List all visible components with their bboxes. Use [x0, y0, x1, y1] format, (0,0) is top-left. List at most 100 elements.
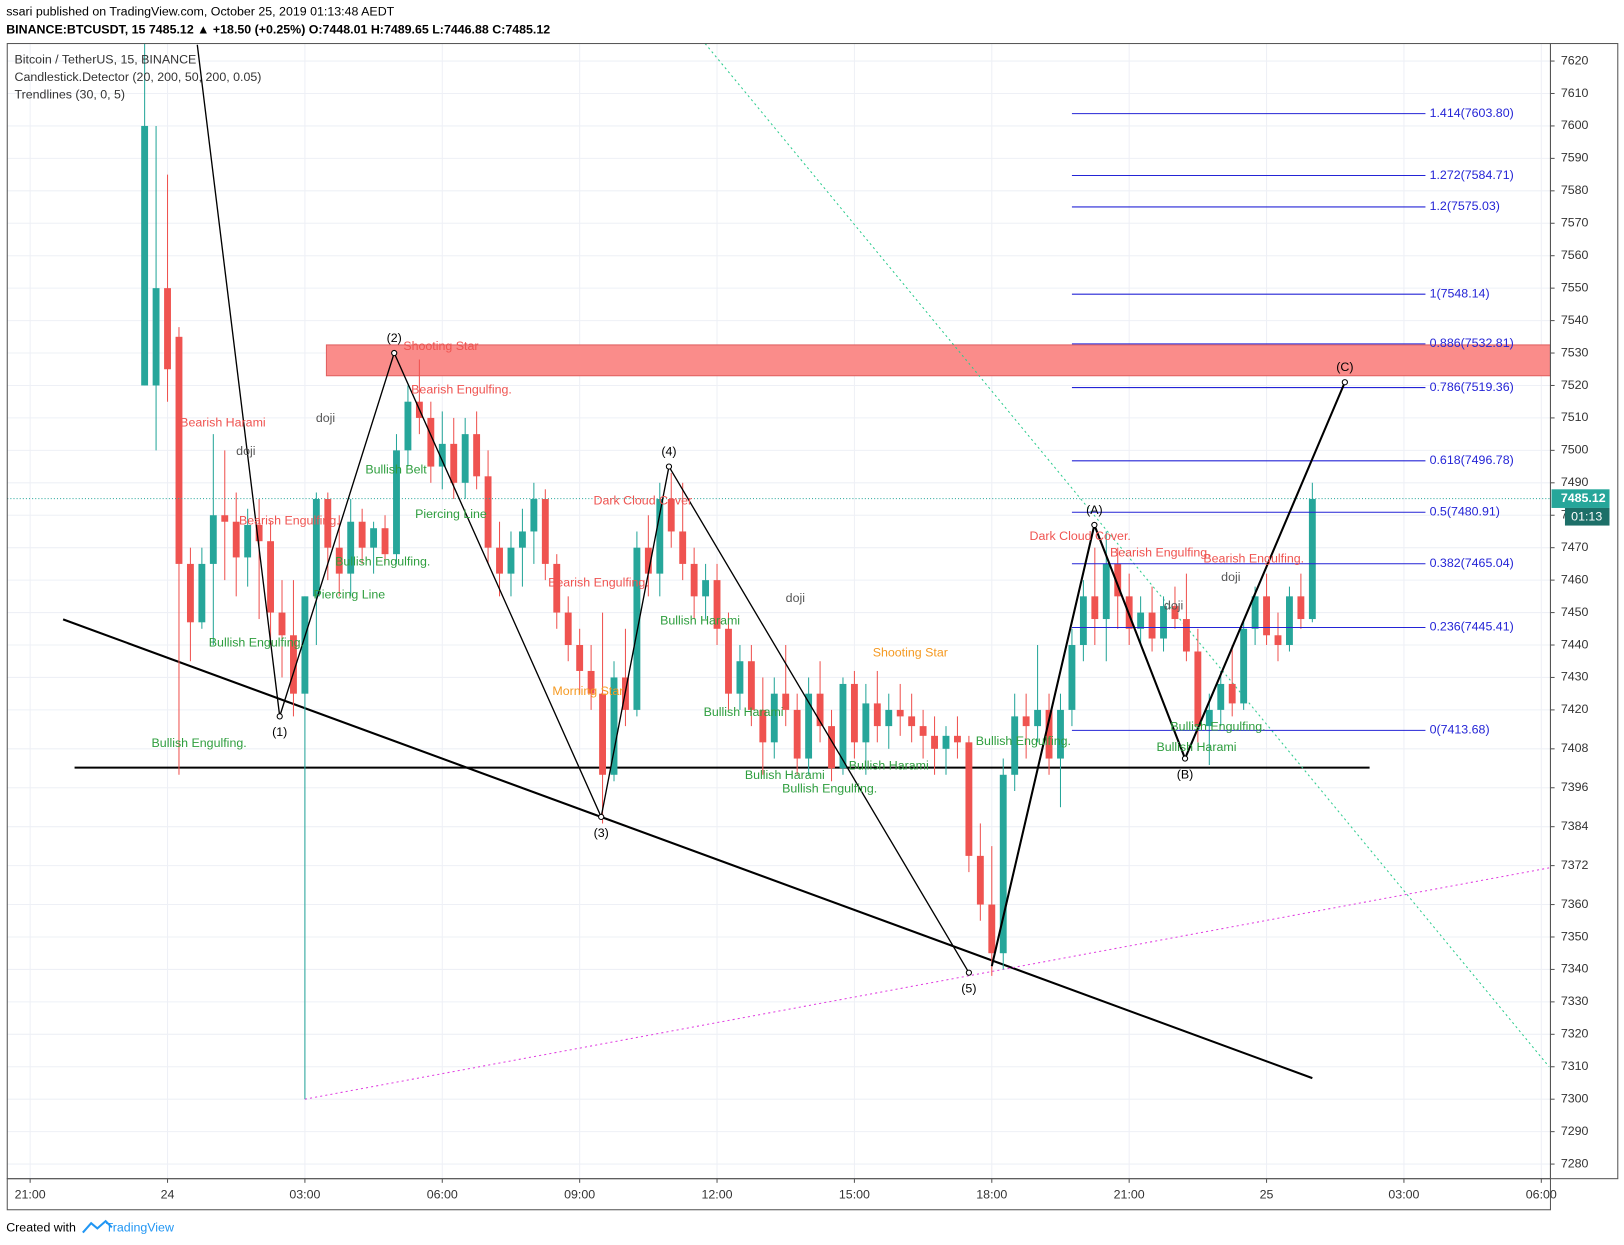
candle-body [370, 528, 378, 548]
candle-body [1079, 596, 1087, 646]
wave-line [196, 44, 970, 974]
candle-body [1045, 709, 1053, 759]
wave-point [598, 813, 605, 821]
candle-body [1114, 563, 1122, 597]
candle-body [186, 563, 194, 623]
x-tick-label: 24 [161, 1188, 175, 1202]
candle-body [587, 670, 595, 694]
trendline [304, 867, 1550, 1100]
candle-body [1274, 635, 1282, 646]
pattern-label: doji [786, 591, 805, 605]
candle-body [1194, 651, 1202, 727]
y-tick-label: 7570 [1561, 216, 1589, 230]
candle-body [690, 563, 698, 597]
countdown-label: 01:13 [1571, 510, 1602, 524]
pattern-label: Morning Star [552, 684, 623, 698]
pattern-label: doji [1221, 570, 1240, 584]
y-tick-label: 7280 [1561, 1156, 1589, 1170]
footer-brand: TradingView [106, 1221, 174, 1235]
wave-label: (1) [272, 725, 287, 739]
y-tick-label: 7310 [1561, 1059, 1589, 1073]
y-tick-label: 7350 [1561, 929, 1589, 943]
candle-body [1148, 612, 1156, 639]
y-tick-label: 7590 [1561, 151, 1589, 165]
pattern-label: Bearish Engulfing. [1203, 552, 1304, 566]
candle-body [873, 703, 881, 727]
y-tick-label: 7320 [1561, 1027, 1589, 1041]
wave-label: (5) [961, 982, 976, 996]
candle-body [496, 547, 503, 574]
pattern-label: Bearish Harami [180, 416, 266, 430]
y-tick-label: 7530 [1561, 345, 1589, 359]
candle-body [1034, 709, 1042, 727]
candle-body [1308, 499, 1316, 620]
y-tick-label: 7408 [1561, 741, 1589, 755]
candle-body [1137, 612, 1145, 629]
pattern-label: Bearish Engulfing. [411, 383, 512, 397]
y-tick-label: 7372 [1561, 858, 1589, 872]
fib-label: 1.2(7575.03) [1430, 199, 1500, 213]
candle-body [1297, 596, 1305, 620]
wave-point [1341, 379, 1348, 386]
pattern-label: Piercing Line [415, 507, 487, 521]
wave-label: (2) [387, 331, 402, 345]
y-tick-label: 7450 [1561, 605, 1589, 619]
candle-body [324, 499, 332, 548]
pattern-label: Bullish Engulfing. [782, 782, 877, 796]
candle-body [736, 661, 744, 694]
wave-label: (3) [594, 826, 609, 840]
wave-label: (B) [1177, 767, 1194, 781]
x-tick-label: 21:00 [15, 1188, 46, 1202]
candle-body [931, 735, 938, 749]
wave-label: (A) [1086, 503, 1103, 517]
candle-body [1240, 628, 1248, 704]
x-tick-label: 12:00 [702, 1188, 733, 1202]
candle-body [209, 515, 217, 564]
candle-body [610, 677, 618, 775]
fib-label: 0.5(7480.91) [1430, 505, 1500, 519]
wave-point [665, 463, 673, 470]
candle-body [1263, 596, 1270, 636]
y-tick-label: 7300 [1561, 1091, 1589, 1105]
fib-label: 0.382(7465.04) [1430, 556, 1514, 570]
y-tick-label: 7610 [1561, 86, 1589, 100]
candle-body [725, 628, 732, 694]
candle-body [473, 434, 481, 477]
candle-body [702, 580, 710, 597]
pattern-label: doji [1164, 598, 1183, 612]
candle-body [1160, 606, 1167, 639]
pattern-label: Bullish Engulfing. [335, 555, 430, 569]
candle-body [850, 683, 858, 743]
y-tick-label: 7500 [1561, 443, 1589, 457]
pattern-label: Bullish Engulfing. [1170, 719, 1265, 733]
wave-point [965, 969, 973, 976]
candle-body [656, 499, 664, 574]
candle-body [816, 693, 824, 727]
logo [82, 1219, 113, 1234]
x-tick-label: 25 [1260, 1188, 1274, 1202]
candle-body [1102, 563, 1110, 620]
candle-body [644, 547, 652, 574]
countdown-box [1564, 507, 1610, 526]
candle-body [335, 547, 343, 574]
x-tick-label: 09:00 [564, 1188, 595, 1202]
time-axis-frame [6, 1178, 1551, 1211]
candle-body [393, 450, 400, 555]
candle-body [885, 709, 893, 727]
candle-body [358, 521, 366, 548]
candle-body [198, 563, 206, 623]
candle-body [839, 683, 847, 769]
candle-body [141, 125, 149, 386]
y-tick-label: 7340 [1561, 962, 1589, 976]
x-tick-label: 21:00 [1114, 1188, 1145, 1202]
candle-body [1068, 645, 1076, 710]
wave-point [391, 349, 398, 357]
candle-body [1217, 683, 1225, 710]
y-tick-label: 7550 [1561, 280, 1589, 294]
footer-created: Created with [6, 1221, 76, 1235]
candle-body [290, 635, 297, 694]
y-tick-label: 7330 [1561, 994, 1589, 1008]
candle-body [999, 774, 1007, 954]
